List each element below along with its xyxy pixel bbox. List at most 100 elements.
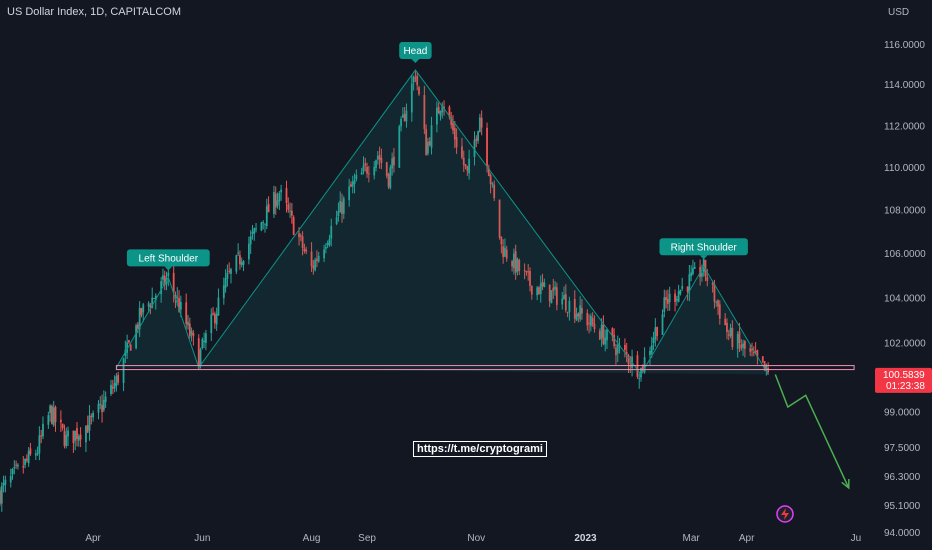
- candle-body: [430, 125, 433, 148]
- candle-body: [312, 265, 315, 269]
- candle-body: [4, 479, 7, 485]
- pattern-label: Left Shoulder: [126, 249, 210, 271]
- candle-body: [249, 236, 252, 245]
- candle-body: [205, 333, 207, 343]
- candle-body: [153, 298, 155, 300]
- candle-body: [226, 273, 229, 279]
- candle-body: [550, 290, 553, 304]
- candle-body: [24, 458, 26, 466]
- candle-body: [738, 331, 741, 343]
- candle-body: [450, 117, 453, 125]
- candle-body: [713, 284, 716, 302]
- candle-body: [323, 249, 325, 259]
- pattern-fill: [116, 70, 769, 375]
- x-tick-label: Jun: [194, 533, 210, 544]
- candle-body: [575, 313, 578, 321]
- projection-arrowhead: [841, 478, 850, 490]
- candle-body: [604, 337, 607, 345]
- candle-body: [29, 448, 32, 455]
- candle-body: [640, 367, 642, 378]
- y-tick-label: 97.5000: [884, 443, 921, 454]
- candle-body: [142, 304, 145, 313]
- candle-body: [201, 339, 204, 349]
- x-tick-label: Nov: [467, 533, 485, 544]
- candle-body: [527, 271, 530, 273]
- candle-body: [138, 307, 141, 330]
- price-axis[interactable]: USD 116.0000 114.0000 112.0000 110.0000 108.0…: [884, 7, 926, 539]
- candle-body: [237, 252, 240, 254]
- candle-body: [387, 173, 390, 187]
- candle-body: [0, 490, 1, 504]
- candle-body: [90, 415, 93, 417]
- candle-body: [478, 117, 481, 133]
- x-tick-label: Aug: [303, 533, 321, 544]
- candle-body: [706, 276, 709, 281]
- candle-body: [303, 248, 306, 252]
- candle-body: [126, 342, 129, 353]
- candle-body: [439, 110, 442, 116]
- candle-body: [86, 425, 89, 433]
- watermark-link[interactable]: https://t.me/cryptogrami: [413, 441, 547, 457]
- y-tick-label: 99.0000: [884, 408, 921, 419]
- candle-body: [251, 231, 254, 234]
- flash-icon[interactable]: [776, 505, 794, 523]
- candle-body: [423, 95, 426, 130]
- candle-body: [611, 328, 614, 337]
- candle-body: [40, 435, 43, 437]
- candle-body: [178, 298, 180, 312]
- candle-body: [593, 323, 596, 329]
- candle-body: [425, 129, 428, 156]
- candle-body: [360, 172, 363, 175]
- candle-body: [500, 236, 503, 245]
- candle-body: [475, 138, 478, 141]
- pattern-label-text: Right Shoulder: [671, 242, 738, 253]
- candle-body: [767, 368, 770, 373]
- candle-body: [400, 118, 402, 127]
- candle-body: [448, 106, 451, 117]
- candle-body: [555, 287, 558, 305]
- candle-body: [724, 318, 727, 326]
- candle-body: [124, 350, 127, 356]
- axis-unit: USD: [888, 7, 909, 18]
- candle-body: [518, 260, 521, 271]
- candle-body: [247, 243, 250, 260]
- pattern-label-pointer: [164, 266, 173, 271]
- candle-body: [213, 313, 216, 323]
- time-axis[interactable]: Apr Jun Aug Sep Nov 2023 Mar Apr Ju: [85, 533, 861, 544]
- candle-body: [147, 303, 150, 307]
- candle-body: [337, 211, 340, 217]
- candle-body: [731, 327, 734, 347]
- candle-body: [740, 344, 743, 349]
- candle-body: [192, 333, 195, 337]
- candle-body: [428, 141, 431, 146]
- candle-body: [718, 304, 721, 319]
- x-tick-label: Ju: [851, 533, 862, 544]
- candle-body: [581, 307, 583, 314]
- candle-body: [2, 483, 5, 486]
- candle-body: [185, 302, 188, 324]
- candle-body: [541, 282, 544, 287]
- candle-body: [690, 272, 693, 277]
- candle-body: [65, 434, 68, 446]
- candle-body: [27, 450, 30, 464]
- candle-body: [663, 297, 666, 313]
- candle-body: [47, 415, 50, 425]
- pattern-label-text: Head: [403, 46, 427, 57]
- candle-body: [376, 155, 379, 160]
- candle-body: [54, 406, 57, 423]
- candle-body: [563, 295, 565, 300]
- candle-body: [391, 158, 394, 169]
- candle-body: [97, 403, 100, 413]
- candle-body: [615, 348, 617, 356]
- candle-body: [199, 349, 202, 367]
- candle-body: [59, 419, 62, 423]
- pattern-label-text: Left Shoulder: [139, 253, 199, 264]
- candle-body: [502, 246, 505, 258]
- candle-body: [101, 404, 103, 413]
- candle-body: [765, 365, 768, 370]
- candle-body: [529, 270, 531, 286]
- candle-body: [113, 383, 116, 389]
- candle-body: [548, 284, 551, 302]
- candle-body: [516, 258, 519, 272]
